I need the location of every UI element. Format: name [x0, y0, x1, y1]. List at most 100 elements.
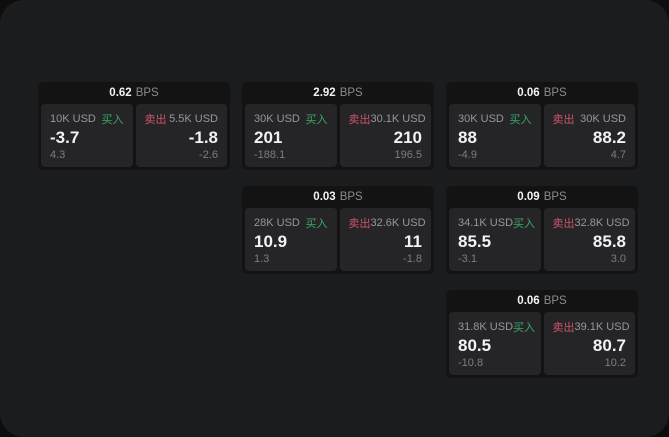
sell-sub-value: 4.7 [610, 149, 626, 161]
card-header: 2.92 BPS [242, 82, 434, 104]
card-header: 0.62 BPS [38, 82, 230, 104]
sell-price: 80.7 [592, 335, 626, 355]
buy-amount: 31.8K USD [458, 321, 514, 333]
sell-price: 85.8 [592, 231, 626, 251]
sell-panel[interactable]: 卖出 32.6K USD 11 -1.8 [339, 208, 431, 271]
card-header: 0.03 BPS [242, 186, 434, 208]
buy-amount: 30K USD [254, 113, 300, 125]
buy-meta-row: 10K USD 买入 [50, 111, 124, 127]
sell-amount: 30.1K USD [370, 113, 426, 125]
bps-unit-label: BPS [543, 191, 567, 203]
buy-meta-row: 34.1K USD 买入 [458, 215, 536, 231]
card-panels: 31.8K USD 买入 80.5 -10.8 卖出 39.1K USD 80.… [446, 312, 638, 378]
buy-side-label: 买入 [305, 114, 328, 126]
bps-value: 2.92 [313, 87, 336, 99]
buy-panel[interactable]: 31.8K USD 买入 80.5 -10.8 [449, 312, 541, 375]
card-header: 0.09 BPS [446, 186, 638, 208]
buy-amount: 28K USD [254, 217, 300, 229]
sell-panel[interactable]: 卖出 39.1K USD 80.7 10.2 [543, 312, 635, 375]
sell-amount: 5.5K USD [169, 113, 218, 125]
quote-card: 0.03 BPS 28K USD 买入 10.9 1.3 卖出 32.6K US… [242, 186, 434, 274]
buy-sub-value: 4.3 [50, 149, 66, 161]
buy-side-label: 买入 [509, 114, 532, 126]
buy-sub-value: -4.9 [458, 149, 477, 161]
sell-price: 11 [404, 231, 422, 251]
sell-meta-row: 卖出 32.6K USD [348, 215, 426, 231]
buy-amount: 34.1K USD [458, 217, 514, 229]
sell-side-label: 卖出 [348, 218, 371, 230]
buy-panel[interactable]: 28K USD 买入 10.9 1.3 [245, 208, 337, 271]
buy-sub-value: -3.1 [458, 253, 477, 265]
quote-card: 0.06 BPS 30K USD 买入 88 -4.9 卖出 30K USD 8… [446, 82, 638, 170]
buy-side-label: 买入 [513, 218, 536, 230]
buy-panel[interactable]: 30K USD 买入 88 -4.9 [449, 104, 541, 167]
quote-card: 0.09 BPS 34.1K USD 买入 85.5 -3.1 卖出 32.8K… [446, 186, 638, 274]
bps-unit-label: BPS [543, 295, 567, 307]
sell-panel[interactable]: 卖出 32.8K USD 85.8 3.0 [543, 208, 635, 271]
quote-card: 0.62 BPS 10K USD 买入 -3.7 4.3 卖出 5.5K USD… [38, 82, 230, 170]
quote-cards-grid: 0.62 BPS 10K USD 买入 -3.7 4.3 卖出 5.5K USD… [38, 82, 638, 378]
sell-panel[interactable]: 卖出 5.5K USD -1.8 -2.6 [135, 104, 227, 167]
sell-price: 88.2 [592, 127, 626, 147]
buy-price: 85.5 [458, 231, 492, 251]
sell-meta-row: 卖出 39.1K USD [552, 319, 630, 335]
card-panels: 10K USD 买入 -3.7 4.3 卖出 5.5K USD -1.8 -2.… [38, 104, 230, 170]
buy-amount: 30K USD [458, 113, 504, 125]
bps-value: 0.09 [517, 191, 540, 203]
sell-amount: 32.6K USD [370, 217, 426, 229]
card-panels: 30K USD 买入 88 -4.9 卖出 30K USD 88.2 4.7 [446, 104, 638, 170]
bps-value: 0.03 [313, 191, 336, 203]
buy-meta-row: 31.8K USD 买入 [458, 319, 536, 335]
sell-side-label: 卖出 [552, 114, 575, 126]
buy-price: 201 [254, 127, 283, 147]
sell-meta-row: 卖出 30.1K USD [349, 111, 426, 127]
buy-side-label: 买入 [101, 114, 124, 126]
card-header: 0.06 BPS [446, 290, 638, 312]
quote-card: 2.92 BPS 30K USD 买入 201 -188.1 卖出 30.1K … [242, 82, 434, 170]
bps-value: 0.06 [517, 87, 540, 99]
sell-amount: 30K USD [580, 113, 626, 125]
bps-value: 0.06 [517, 295, 540, 307]
buy-meta-row: 28K USD 买入 [254, 215, 328, 231]
sell-panel[interactable]: 卖出 30K USD 88.2 4.7 [543, 104, 635, 167]
buy-amount: 10K USD [50, 113, 96, 125]
card-panels: 28K USD 买入 10.9 1.3 卖出 32.6K USD 11 -1.8 [242, 208, 434, 274]
buy-panel[interactable]: 10K USD 买入 -3.7 4.3 [41, 104, 133, 167]
sell-sub-value: 10.2 [604, 357, 626, 369]
buy-meta-row: 30K USD 买入 [254, 111, 328, 127]
sell-sub-value: -1.8 [403, 253, 422, 265]
buy-sub-value: -10.8 [458, 357, 484, 369]
sell-sub-value: -2.6 [199, 149, 218, 161]
bps-value: 0.62 [109, 87, 132, 99]
bps-unit-label: BPS [339, 191, 363, 203]
sell-price: -1.8 [188, 127, 218, 147]
buy-price: 80.5 [458, 335, 492, 355]
buy-panel[interactable]: 34.1K USD 买入 85.5 -3.1 [449, 208, 541, 271]
bps-unit-label: BPS [339, 87, 363, 99]
card-header: 0.06 BPS [446, 82, 638, 104]
buy-side-label: 买入 [513, 322, 536, 334]
sell-amount: 39.1K USD [574, 321, 630, 333]
buy-panel[interactable]: 30K USD 买入 201 -188.1 [245, 104, 337, 167]
sell-sub-value: 3.0 [610, 253, 626, 265]
sell-amount: 32.8K USD [574, 217, 630, 229]
buy-price: 10.9 [254, 231, 288, 251]
sell-sub-value: 196.5 [394, 149, 422, 161]
card-panels: 30K USD 买入 201 -188.1 卖出 30.1K USD 210 1… [242, 104, 434, 170]
sell-side-label: 卖出 [552, 322, 575, 334]
bps-unit-label: BPS [135, 87, 159, 99]
buy-meta-row: 30K USD 买入 [458, 111, 532, 127]
sell-meta-row: 卖出 32.8K USD [553, 215, 630, 231]
buy-price: 88 [458, 127, 477, 147]
buy-sub-value: -188.1 [254, 149, 286, 161]
sell-panel[interactable]: 卖出 30.1K USD 210 196.5 [339, 104, 431, 167]
sell-meta-row: 卖出 5.5K USD [145, 111, 219, 127]
buy-sub-value: 1.3 [254, 253, 270, 265]
buy-side-label: 买入 [305, 218, 328, 230]
buy-price: -3.7 [50, 127, 80, 147]
bps-unit-label: BPS [543, 87, 567, 99]
sell-meta-row: 卖出 30K USD [553, 111, 627, 127]
quote-card: 0.06 BPS 31.8K USD 买入 80.5 -10.8 卖出 39.1… [446, 290, 638, 378]
sell-price: 210 [393, 127, 422, 147]
